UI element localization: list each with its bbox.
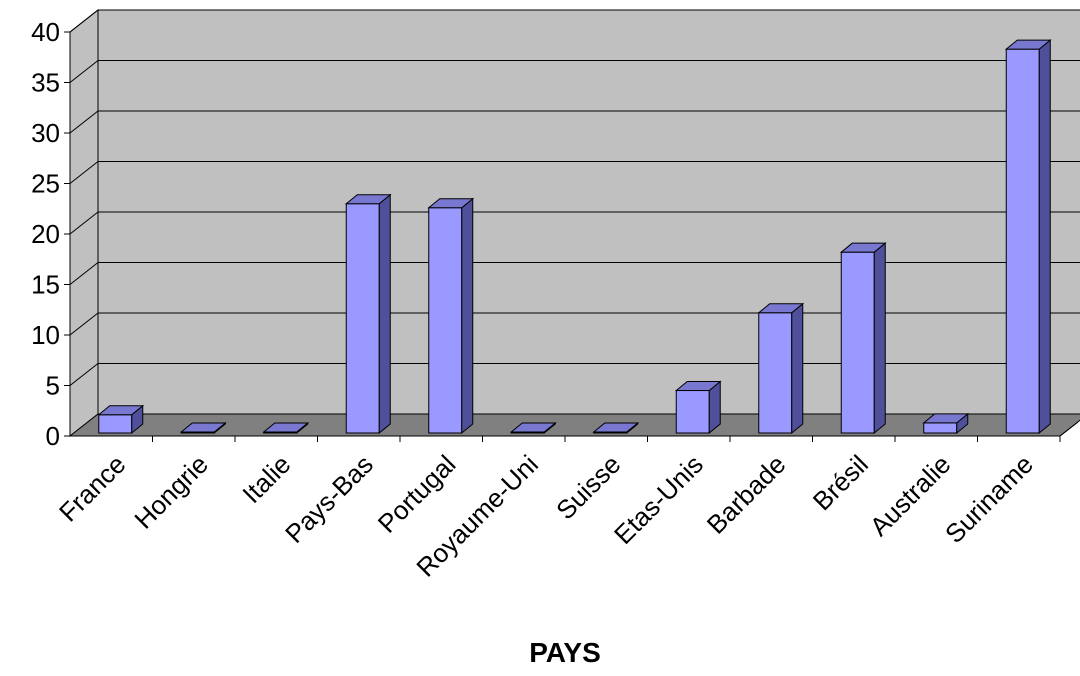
bar (97, 404, 145, 435)
bar (427, 197, 475, 435)
gridline-side (69, 312, 99, 336)
category-label: Italie (236, 449, 296, 509)
bar (839, 242, 887, 435)
category-label: Hongrie (128, 449, 214, 535)
y-tick-label: 40 (31, 17, 60, 47)
x-axis-title: PAYS (529, 637, 601, 668)
bar (1004, 39, 1052, 435)
category-label: Brésil (807, 449, 874, 516)
bar-top (592, 422, 640, 433)
bar-side (791, 302, 804, 435)
bar (592, 421, 640, 435)
bar (262, 421, 310, 435)
bar-side (378, 193, 391, 435)
y-tick-label: 15 (31, 270, 60, 300)
bar-top (427, 198, 475, 209)
bar-top (262, 422, 310, 433)
category-label: Suriname (939, 449, 1039, 549)
y-tick-label: 5 (46, 371, 60, 401)
y-tick-label: 35 (31, 68, 60, 98)
category-label: Etas-Unis (608, 449, 709, 550)
bar-front (1005, 48, 1040, 434)
bar-top (344, 194, 392, 205)
bar-top (1004, 39, 1052, 50)
bar (757, 302, 805, 435)
gridline-side (69, 161, 99, 184)
floor-edge (1059, 421, 1079, 437)
y-tick-labels: 0 5 10 15 20 25 30 35 40 (31, 17, 60, 451)
gridline-side (69, 363, 99, 386)
bar-side (1038, 39, 1051, 435)
gridline-side (69, 60, 99, 83)
bar-top (97, 405, 145, 416)
bar-top (757, 303, 805, 314)
category-label: France (53, 449, 131, 527)
bar-front (428, 207, 463, 434)
bar (179, 421, 227, 435)
bar-side (461, 197, 474, 435)
bar (344, 193, 392, 435)
chart-axes (64, 31, 1079, 442)
gridlines (69, 9, 1080, 386)
bar-top (839, 242, 887, 253)
bar (509, 421, 557, 435)
category-label: Suisse (550, 449, 626, 525)
bar (922, 412, 970, 435)
y-tick-label: 30 (31, 118, 60, 148)
bar-top (179, 422, 227, 433)
category-label: Barbade (701, 449, 792, 540)
y-tick-label: 0 (46, 421, 60, 451)
bar-front (840, 251, 875, 434)
gridline-side (69, 9, 99, 33)
bar-front (758, 312, 793, 434)
bar-top (922, 413, 970, 424)
bar-top (674, 381, 722, 392)
y-tick-label: 20 (31, 219, 60, 249)
bar-series (97, 39, 1052, 435)
bar-front (345, 203, 380, 434)
bar-top (509, 422, 557, 433)
bar (674, 380, 722, 435)
gridline-side (69, 211, 99, 235)
chart-walls (68, 8, 1080, 438)
bar-side (873, 242, 886, 435)
gridline-side (69, 110, 99, 134)
bar-front (675, 390, 710, 434)
category-label: Pays-Bas (279, 449, 379, 549)
y-tick-label: 25 (31, 169, 60, 199)
bar-front (923, 422, 958, 434)
gridline-side (69, 262, 99, 285)
y-tick-label: 10 (31, 320, 60, 350)
bar-front (98, 414, 133, 434)
